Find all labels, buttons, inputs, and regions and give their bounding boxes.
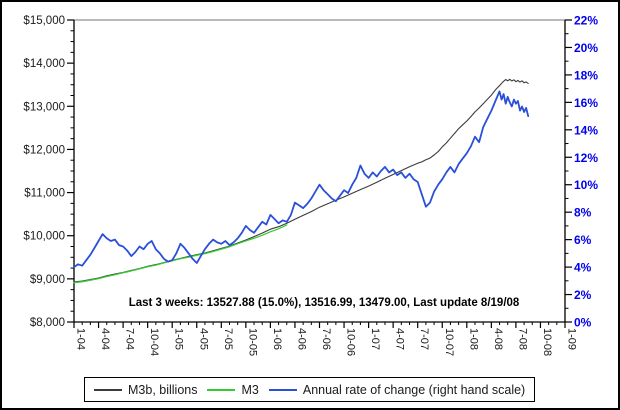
x-axis-tick-label: 4-06 (295, 328, 307, 350)
left-axis-tick-label: $8,000 (30, 317, 65, 329)
legend-item-m3b: M3b, billions (94, 383, 197, 397)
right-axis-tick-label: 14% (574, 123, 598, 137)
x-axis-tick-label: 1-05 (173, 328, 185, 350)
right-axis-tick-label: 2% (574, 288, 592, 302)
right-axis-tick-label: 6% (574, 233, 592, 247)
x-axis-tick-label: 7-06 (320, 328, 332, 350)
left-axis-tick-label: $14,000 (23, 58, 65, 70)
legend-label-m3: M3 (241, 382, 259, 397)
legend-swatch-m3 (207, 388, 236, 391)
legend-item-m3: M3 (207, 382, 259, 397)
m3b-series-line (73, 78, 529, 283)
m3-series-line (73, 224, 288, 284)
x-axis-tick-label: 10-08 (541, 328, 553, 356)
x-axis-tick-label: 7-04 (124, 328, 136, 350)
right-axis-tick-label: 22% (574, 14, 598, 28)
left-axis-tick-label: $11,000 (24, 188, 65, 200)
chart-legend: M3b, billions M3 Annual rate of change (… (84, 377, 536, 402)
left-axis-tick-label: $13,000 (23, 101, 65, 113)
x-axis-tick-label: 4-05 (197, 328, 209, 350)
right-axis-tick-label: 10% (574, 178, 598, 192)
legend-swatch-m3b (94, 388, 122, 391)
annual-rate-series-line (73, 90, 530, 269)
legend-label-m3b: M3b, billions (128, 382, 198, 397)
x-axis-tick-label: 1-09 (566, 328, 578, 350)
right-axis-tick-label: 16% (574, 96, 598, 110)
x-axis-tick-label: 7-08 (516, 328, 528, 350)
right-axis-tick-label: 0% (574, 316, 592, 330)
x-axis-tick-label: 1-04 (75, 328, 87, 350)
left-axis-tick-label: $15,000 (23, 15, 65, 27)
left-axis-tick-label: $10,000 (23, 231, 65, 243)
x-axis-tick-label: 7-07 (418, 328, 430, 350)
x-axis-tick-label: 4-08 (492, 328, 504, 350)
right-axis-tick-label: 20% (574, 41, 598, 55)
right-axis-tick-label: 18% (574, 68, 598, 82)
legend-swatch-annual-rate (268, 388, 297, 391)
x-axis-tick-label: 1-06 (271, 328, 283, 350)
x-axis-tick-label: 1-07 (369, 328, 381, 350)
x-axis-tick-label: 4-07 (394, 328, 406, 350)
right-axis-tick-label: 8% (574, 206, 592, 220)
right-axis-tick-label: 4% (574, 261, 592, 275)
x-axis-tick-label: 10-07 (443, 328, 455, 356)
left-axis-tick-label: $12,000 (23, 144, 65, 156)
x-axis-tick-label: 10-04 (148, 328, 160, 356)
legend-item-annual-rate: Annual rate of change (right hand scale) (268, 382, 526, 397)
x-axis-tick-label: 1-08 (467, 328, 479, 350)
left-axis-tick-label: $9,000 (30, 274, 65, 286)
chart-annotation: Last 3 weeks: 13527.88 (15.0%), 13516.99… (129, 297, 520, 309)
right-axis-tick-label: 12% (574, 151, 598, 165)
x-axis-tick-label: 10-06 (345, 328, 357, 356)
x-axis-tick-label: 10-05 (246, 328, 258, 356)
x-axis-tick-label: 4-04 (99, 328, 111, 350)
legend-label-annual-rate: Annual rate of change (right hand scale) (302, 382, 526, 397)
m3-money-supply-chart: $15,000 $14,000 $13,000 $12,000 $11,000 $10,0… (23, 14, 598, 357)
x-axis-tick-label: 7-05 (222, 328, 234, 350)
